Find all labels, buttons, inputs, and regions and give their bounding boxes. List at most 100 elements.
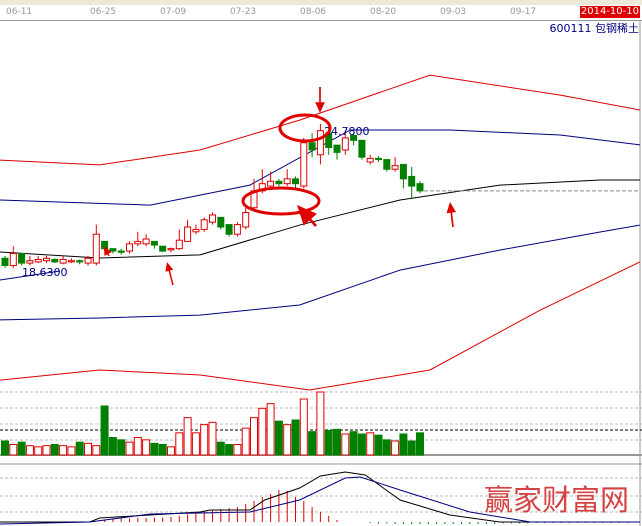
volume-bar xyxy=(100,405,109,456)
candle-body xyxy=(43,257,50,262)
volume-bar xyxy=(67,446,76,456)
band-lower_red xyxy=(0,261,641,391)
candle-body xyxy=(341,137,349,151)
volume-bar xyxy=(158,444,167,456)
candle-body xyxy=(51,258,59,263)
candle-body xyxy=(416,183,424,192)
volume-bar xyxy=(183,417,192,456)
volume-bar xyxy=(50,444,59,456)
candle-body xyxy=(333,144,341,153)
candle-body xyxy=(59,258,67,264)
volume-bar xyxy=(92,445,101,456)
date-label: 08-20 xyxy=(370,7,397,17)
volume-bar xyxy=(349,431,358,456)
arrow-icon xyxy=(450,210,454,228)
candle-body xyxy=(76,260,84,263)
volume-bar xyxy=(25,445,34,456)
candle-body xyxy=(150,240,158,246)
candle-body xyxy=(300,142,308,187)
trend-line xyxy=(0,270,61,281)
volume-bar xyxy=(150,442,159,456)
candle-body xyxy=(117,250,125,253)
volume-bar xyxy=(382,439,391,456)
candle-body xyxy=(217,216,225,228)
highlight-circle xyxy=(241,186,321,216)
volume-bar xyxy=(258,407,267,456)
candle-body xyxy=(142,238,150,245)
candle-body xyxy=(308,142,316,151)
band-upper_red xyxy=(0,74,641,166)
date-label: 07-23 xyxy=(230,7,257,17)
arrow-icon xyxy=(104,246,112,256)
volume-bar xyxy=(374,434,383,456)
highlight-circle xyxy=(278,113,332,143)
candle-body xyxy=(267,180,275,187)
candle-body xyxy=(209,214,216,223)
candle-body xyxy=(283,178,291,185)
volume-bar xyxy=(391,440,400,456)
volume-bar xyxy=(399,433,408,456)
volume-bar xyxy=(34,446,43,456)
candle-body xyxy=(34,258,42,263)
volume-bar xyxy=(59,445,68,456)
candle-body xyxy=(275,180,283,185)
candle-body xyxy=(92,233,100,264)
date-label: 07-09 xyxy=(160,7,187,17)
candle-body xyxy=(134,240,142,245)
volume-bar xyxy=(299,398,308,456)
volume-bar xyxy=(208,421,217,456)
candle-body xyxy=(1,257,9,267)
volume-bar xyxy=(266,403,275,456)
volume-bar xyxy=(142,439,151,456)
volume-bar xyxy=(233,444,242,456)
candle-body xyxy=(26,260,34,264)
volume-bar xyxy=(175,432,184,456)
date-label: 06-25 xyxy=(90,7,117,17)
high-price-label: 24.7800 xyxy=(324,125,370,138)
candle-body xyxy=(200,219,208,230)
volume-bar xyxy=(407,440,416,456)
band-lower_blue xyxy=(0,224,641,321)
candle-body xyxy=(358,139,366,158)
volume-bar xyxy=(324,430,333,456)
date-label: 09-17 xyxy=(510,7,537,17)
arrow-icon xyxy=(446,202,457,214)
candle-body xyxy=(184,226,192,242)
candle-body xyxy=(9,252,17,267)
band-middle xyxy=(0,179,640,259)
candle-body xyxy=(167,248,175,251)
volume-bar xyxy=(291,419,300,456)
volume-bar xyxy=(200,424,209,456)
arrow-icon xyxy=(165,262,174,272)
low-price-label: 18.6300 xyxy=(22,266,68,279)
volume-bar xyxy=(225,444,234,456)
band-upper_blue xyxy=(0,129,641,206)
volume-bar xyxy=(341,433,350,456)
volume-bar xyxy=(250,417,258,456)
volume-bar xyxy=(117,439,126,456)
volume-bar xyxy=(274,420,283,456)
volume-bar xyxy=(308,431,317,456)
volume-bar xyxy=(84,442,92,456)
candle-body xyxy=(109,248,117,252)
current-date-badge: 2014-10-10 xyxy=(579,6,640,18)
volume-bar xyxy=(357,433,366,456)
volume-bar xyxy=(167,446,175,456)
candle-body xyxy=(225,224,233,235)
volume-bar xyxy=(316,391,325,456)
candle-body xyxy=(316,130,324,156)
date-label: 09-03 xyxy=(440,7,467,17)
volume-bar xyxy=(1,440,9,456)
candle-body xyxy=(375,157,382,161)
arrow-icon xyxy=(315,102,325,113)
candle-body xyxy=(175,239,183,250)
volume-bar xyxy=(125,441,134,456)
candle-body xyxy=(399,163,407,180)
volume-bar xyxy=(241,427,250,456)
volume-bar xyxy=(42,445,51,456)
volume-bar xyxy=(366,432,375,456)
candle-body xyxy=(391,165,399,170)
candle-body xyxy=(350,135,358,141)
